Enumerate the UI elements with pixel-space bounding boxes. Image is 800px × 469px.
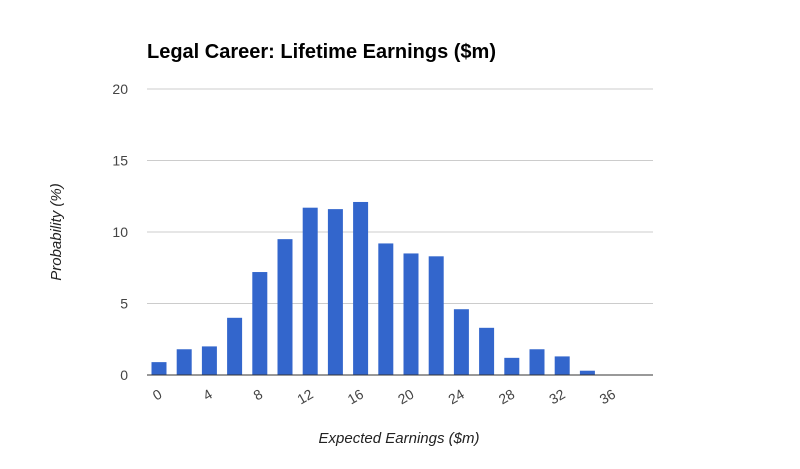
x-tick-label: 28 [496,386,518,408]
bar [227,317,243,375]
y-axis-title: Probability (%) [48,183,65,281]
chart-title: Legal Career: Lifetime Earnings ($m) [147,41,496,63]
y-tick-label: 15 [112,153,128,169]
x-tick-label: 36 [597,386,619,408]
x-tick-label: 8 [251,386,266,404]
bar [403,253,419,375]
x-tick-label: 32 [546,386,568,408]
y-tick-label: 5 [120,296,128,312]
x-tick-label: 0 [150,386,165,404]
bar [479,327,495,375]
x-tick-label: 12 [294,386,316,408]
x-tick-label: 24 [445,386,467,408]
bar [378,243,394,375]
bar [504,357,520,375]
bar [554,356,570,375]
x-tick-label: 20 [395,386,417,408]
bar [529,349,545,375]
x-tick-label: 4 [200,386,215,404]
x-axis-ticks: 0 4 8 12 16 20 24 28 32 36 [150,386,619,408]
bar [302,207,318,375]
bars [151,201,595,375]
gridlines [147,88,653,304]
bar [428,256,444,375]
bar [201,346,217,375]
bar [151,362,167,375]
x-axis-title: Expected Earnings ($m) [319,430,480,447]
bar [252,272,268,375]
bar [277,239,293,375]
bar [327,209,343,375]
bar [176,349,192,375]
x-tick-label: 16 [345,386,367,408]
y-tick-label: 20 [112,81,128,97]
bar [453,309,469,375]
y-tick-label: 0 [120,367,128,383]
bar [579,370,595,375]
bar [353,201,369,375]
y-axis-ticks: 0 5 10 15 20 [112,81,128,383]
y-tick-label: 10 [112,224,128,240]
